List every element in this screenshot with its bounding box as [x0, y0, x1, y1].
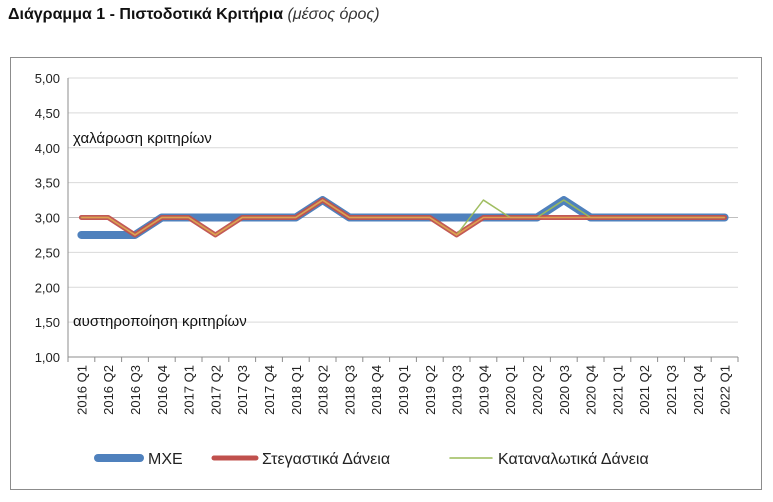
x-tick-label: 2019 Q4 [476, 365, 491, 415]
x-tick-label: 2018 Q3 [342, 365, 357, 415]
y-tick-label: 5,00 [35, 71, 60, 86]
x-tick-label: 2021 Q3 [664, 365, 679, 415]
x-tick-label: 2020 Q1 [503, 365, 518, 415]
annotation-easing: χαλάρωση κριτηρίων [73, 130, 212, 147]
y-tick-label: 1,50 [35, 315, 60, 330]
x-tick-label: 2021 Q4 [691, 365, 706, 415]
x-tick-label: 2019 Q3 [450, 365, 465, 415]
x-tick-label: 2016 Q3 [128, 365, 143, 415]
x-tick-label: 2022 Q1 [718, 365, 733, 415]
x-tick-label: 2020 Q3 [557, 365, 572, 415]
x-tick-label: 2020 Q4 [584, 365, 599, 415]
y-tick-label: 4,00 [35, 141, 60, 156]
legend-label-1: Στεγαστικά Δάνεια [262, 451, 390, 468]
series-housing-highlight [81, 199, 725, 236]
annotation-tightening: αυστηροποίηση κριτηρίων [73, 313, 247, 330]
chart-subtitle: (μέσος όρος) [287, 6, 380, 23]
x-tick-label: 2018 Q1 [289, 365, 304, 415]
x-tick-label: 2020 Q2 [530, 365, 545, 415]
x-tick-label: 2017 Q1 [182, 365, 197, 415]
x-tick-label: 2019 Q2 [423, 365, 438, 415]
y-tick-label: 2,00 [35, 280, 60, 295]
x-tick-label: 2021 Q1 [610, 365, 625, 415]
x-tick-label: 2016 Q4 [155, 365, 170, 415]
y-tick-label: 1,00 [35, 350, 60, 365]
x-tick-label: 2017 Q2 [208, 365, 223, 415]
x-tick-label: 2019 Q1 [396, 365, 411, 415]
chart-title-main: Διάγραμμα 1 - Πιστοδοτικά Κριτήρια [8, 6, 284, 23]
x-tick-label: 2021 Q2 [637, 365, 652, 415]
x-tick-label: 2018 Q2 [316, 365, 331, 415]
y-tick-label: 4,50 [35, 106, 60, 121]
y-tick-label: 2,50 [35, 245, 60, 260]
y-tick-label: 3,50 [35, 176, 60, 191]
chart-frame [10, 57, 762, 490]
x-tick-label: 2018 Q4 [369, 365, 384, 415]
x-tick-label: 2017 Q3 [235, 365, 250, 415]
x-tick-label: 2017 Q4 [262, 365, 277, 415]
chart-title: Διάγραμμα 1 - Πιστοδοτικά Κριτήρια (μέσο… [8, 6, 380, 24]
x-tick-label: 2016 Q2 [101, 365, 116, 415]
y-tick-label: 3,00 [35, 211, 60, 226]
legend-label-2: Καταναλωτικά Δάνεια [498, 451, 649, 468]
x-tick-label: 2016 Q1 [74, 365, 89, 415]
legend-label-0: ΜΧΕ [148, 451, 183, 468]
